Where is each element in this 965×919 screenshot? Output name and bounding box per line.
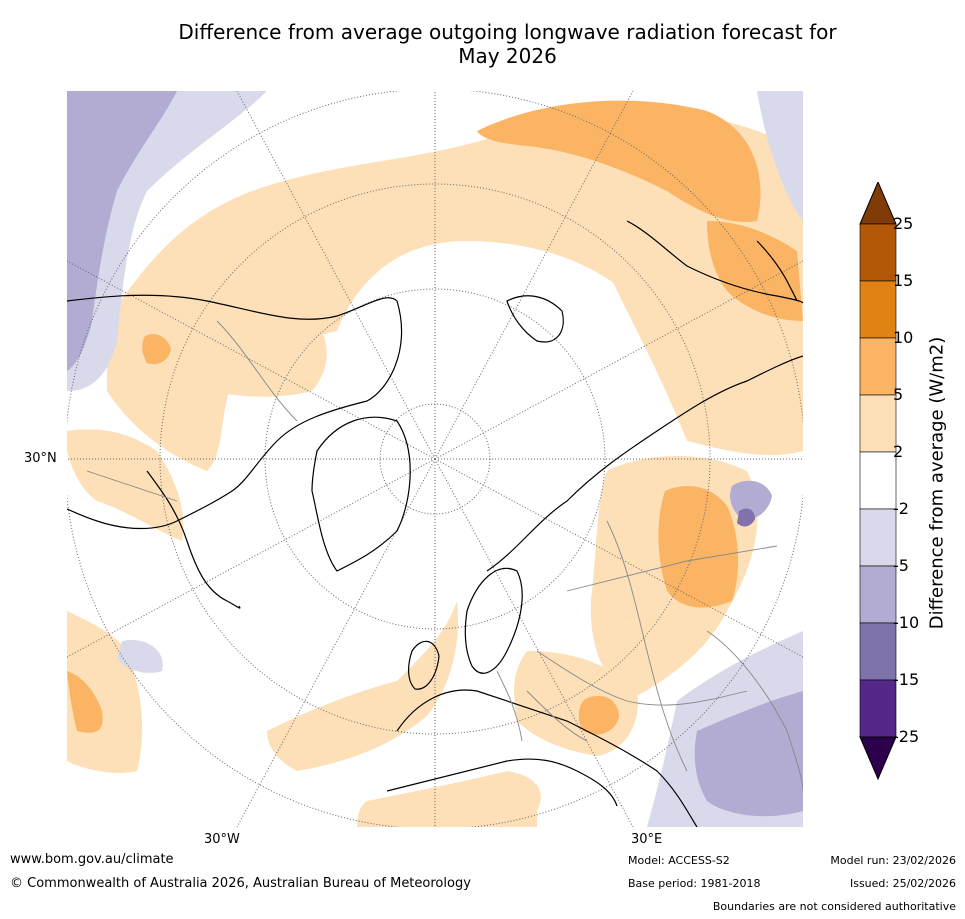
coast-greenland [311, 416, 411, 572]
anomaly-north-atlantic [267, 601, 458, 771]
coast-britain [408, 640, 440, 690]
anomaly-strong-pacific [477, 100, 761, 222]
anomaly-east-pacific [122, 286, 327, 397]
cbar-band-neg5-neg10 [859, 565, 897, 624]
coast-scandinavia [464, 567, 523, 674]
graticule [67, 91, 803, 827]
base-period-text: Base period: 1981-2018 [628, 877, 761, 890]
anomaly-neg-northeast [757, 91, 803, 221]
colorbar [859, 182, 897, 781]
model-run-text: Model run: 23/02/2026 [830, 854, 956, 867]
cbar-tick: 2 [893, 442, 904, 461]
border-canada-us [86, 470, 178, 502]
coast-europe [396, 689, 698, 827]
cbar-band-neg15-neg25 [859, 679, 897, 738]
border-eurasia-1 [566, 545, 778, 592]
cbar-band-15-25 [859, 223, 897, 282]
anomaly-pacific-band [107, 111, 803, 471]
coast-kamchatka [506, 295, 564, 343]
coast-mediterranean [386, 758, 618, 807]
cbar-band-neg10-neg15 [859, 622, 897, 681]
anomaly-america-south [67, 429, 184, 541]
border-eurasia-3 [536, 650, 748, 706]
border-europe-1 [496, 670, 523, 742]
coast-east-asia [626, 220, 803, 304]
coast-japan [756, 240, 798, 302]
anomaly-strong-atlantic [67, 671, 103, 733]
anomaly-strong-hawaii [142, 334, 171, 365]
copyright-text: © Commonwealth of Australia 2026, Austra… [10, 876, 471, 891]
anomaly-neg-mid-atlantic [117, 640, 163, 673]
border-asia-south [706, 630, 803, 792]
anomaly-neg-asia-south-strong [694, 691, 803, 817]
disclaimer-text: Boundaries are not considered authoritat… [712, 900, 956, 913]
cbar-band-10-15 [859, 280, 897, 339]
border-europe-2 [526, 690, 588, 742]
cbar-tick: -2 [893, 499, 909, 518]
cbar-tick: -5 [893, 556, 909, 575]
cbar-tick: 25 [893, 214, 914, 233]
model-text: Model: ACCESS-S2 [628, 854, 730, 867]
cbar-tick: -10 [893, 613, 920, 632]
cbar-band-5-10 [859, 337, 897, 396]
border-north-america [216, 320, 298, 422]
coast-central-america [146, 470, 241, 609]
label-30w: 30°W [204, 832, 240, 847]
anomaly-neg-mongolia [730, 480, 772, 520]
map-svg [67, 91, 803, 827]
title-line-1: Difference from average outgoing longwav… [178, 20, 837, 44]
coast-eurasia-arctic [486, 355, 803, 572]
cbar-bottom-arrow [859, 736, 897, 781]
cbar-tick: -25 [893, 727, 920, 746]
anomaly-strong-caspian [578, 695, 619, 735]
forecast-map[interactable] [67, 91, 803, 827]
anomaly-neg-mongolia-core [737, 508, 755, 527]
website-link[interactable]: www.bom.gov.au/climate [10, 852, 174, 867]
anomaly-north-africa [357, 771, 541, 827]
cbar-tick: -15 [893, 670, 920, 689]
issued-text: Issued: 25/02/2026 [849, 877, 956, 890]
title-line-2: May 2026 [458, 44, 557, 68]
cbar-top-arrow [859, 182, 897, 225]
label-30n: 30°N [24, 451, 57, 466]
anomaly-neg-pacific-strong [67, 91, 177, 371]
border-eurasia-2 [606, 520, 688, 772]
coast-north-america [67, 294, 403, 530]
cbar-tick: 5 [893, 385, 904, 404]
cbar-band-neg2-neg5 [859, 508, 897, 567]
cbar-band-2-5 [859, 394, 897, 453]
label-30e: 30°E [631, 832, 663, 847]
country-borders [86, 320, 803, 792]
cbar-band-neutral [859, 451, 897, 510]
cbar-tick: 10 [893, 328, 914, 347]
chart-title: Difference from average outgoing longwav… [60, 20, 955, 68]
colorbar-title: Difference from average (W/m2) [926, 336, 948, 630]
coastlines [67, 220, 803, 827]
cbar-tick: 15 [893, 271, 914, 290]
anomaly-strong-siberia [658, 486, 739, 608]
